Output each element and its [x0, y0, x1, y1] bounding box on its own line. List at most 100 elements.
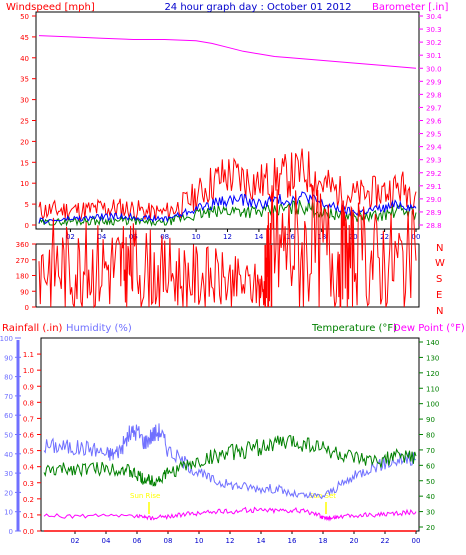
temperature-tick-label: 30: [426, 509, 435, 517]
hour-tick-label: 00: [412, 233, 421, 241]
direction-tick-label: 270: [16, 257, 29, 265]
hour-tick-label: 08: [164, 537, 173, 545]
humidity-tick-label: 100: [0, 335, 13, 343]
hour-tick-label: 18: [317, 233, 326, 241]
hour-tick-label: 16: [288, 537, 297, 545]
chart-marks: 0 5 10 15 20 25 30 35 40 45 50 28.8 28.9 29.0 29.1 29.2…: [0, 13, 442, 545]
hour-tick-label: 04: [102, 537, 111, 545]
temperature-tick-label: 140: [426, 339, 439, 347]
rain-tick-label: 0.2: [23, 496, 34, 504]
barometer-tick-label: 29.0: [426, 196, 442, 204]
barometer-tick-label: 30.3: [426, 26, 442, 34]
compass-letter-w: W: [435, 258, 445, 269]
hour-tick-label: 02: [71, 537, 80, 545]
wind-tick-label: 15: [20, 159, 29, 167]
hour-tick-label: 22: [381, 537, 390, 545]
barometer-tick-label: 29.3: [426, 157, 442, 165]
hour-tick-label: 18: [319, 537, 328, 545]
hour-tick-label: 04: [97, 233, 106, 241]
humidity-tick-label: 0: [9, 528, 13, 536]
barometer-tick-label: 30.1: [426, 52, 442, 60]
wind-tick-label: 35: [20, 76, 29, 84]
barometer-tick-label: 29.4: [426, 144, 442, 152]
rain-tick-label: 0.0: [23, 528, 34, 536]
rain-tick-label: 1.0: [23, 367, 34, 375]
humidity-tick-label: 50: [4, 432, 13, 440]
rain-tick-label: 0.6: [23, 432, 35, 440]
hour-tick-label: 22: [380, 233, 389, 241]
rainfall-axis-title: Rainfall (.in): [2, 323, 63, 334]
dewpoint-axis-title: Dew Point (°F): [393, 323, 465, 334]
barometer-tick-label: 29.7: [426, 104, 442, 112]
compass-letters: N W S E N: [435, 243, 445, 317]
temperature-tick-label: 120: [426, 370, 439, 378]
humidity-tick-label: 70: [4, 393, 13, 401]
temperature-tick-label: 80: [426, 432, 435, 440]
rain-tick-label: 0.9: [23, 383, 34, 391]
humidity-axis-title: Humidity (%): [66, 323, 132, 334]
barometer-tick-label: 29.5: [426, 131, 442, 139]
wind-tick-label: 30: [20, 97, 29, 105]
hour-tick-label: 02: [66, 233, 75, 241]
barometer-tick-label: 28.9: [426, 209, 442, 217]
rain-tick-label: 0.7: [23, 415, 34, 423]
wind-tick-label: 50: [20, 13, 29, 21]
barometer-tick-label: 29.1: [426, 183, 442, 191]
direction-tick-label: 360: [16, 241, 29, 249]
compass-letter-n-bottom: N: [436, 306, 443, 317]
hour-tick-label: 10: [195, 537, 204, 545]
rain-tick-label: 0.5: [23, 448, 34, 456]
rain-tick-label: 0.8: [23, 399, 34, 407]
temperature-tick-label: 110: [426, 385, 439, 393]
wind-barometer-panel: [35, 11, 420, 230]
direction-tick-label: 180: [16, 273, 29, 281]
wind-speed-avg-series: [38, 191, 417, 225]
direction-tick-label: 0: [25, 304, 29, 312]
barometer-tick-label: 28.8: [426, 222, 442, 230]
temperature-tick-label: 40: [426, 493, 435, 501]
temperature-series: [43, 435, 417, 487]
temperature-tick-label: 20: [426, 524, 435, 532]
hour-tick-label: 00: [412, 537, 421, 545]
barometer-tick-label: 30.0: [426, 65, 442, 73]
humidity-tick-label: 60: [4, 412, 13, 420]
wind-tick-label: 45: [20, 34, 29, 42]
rain-tick-label: 0.1: [23, 512, 34, 520]
humidity-tick-label: 40: [4, 451, 13, 459]
hour-tick-label: 14: [254, 233, 263, 241]
rain-tick-label: 0.3: [23, 480, 34, 488]
barometer-tick-label: 30.2: [426, 39, 442, 47]
hour-tick-label: 12: [223, 233, 232, 241]
barometer-tick-label: 29.2: [426, 170, 442, 178]
humidity-series: [43, 423, 417, 500]
rain-tick-label: 0.4: [23, 464, 35, 472]
hour-tick-label: 12: [226, 537, 235, 545]
windspeed-axis-title: Windspeed [mph]: [6, 2, 95, 13]
wind-tick-label: 40: [20, 55, 29, 63]
humidity-tick-label: 30: [4, 470, 13, 478]
barometer-tick-label: 29.8: [426, 91, 442, 99]
temperature-tick-label: 50: [426, 478, 435, 486]
compass-letter-e: E: [436, 290, 442, 301]
barometer-tick-label: 30.4: [426, 13, 442, 21]
humidity-tick-label: 10: [4, 509, 13, 517]
hour-tick-label: 06: [133, 537, 142, 545]
barometer-tick-label: 29.9: [426, 78, 442, 86]
wind-direction-series: [38, 185, 417, 309]
hour-tick-label: 16: [286, 233, 295, 241]
wind-tick-label: 20: [20, 138, 29, 146]
temperature-tick-label: 130: [426, 354, 439, 362]
hour-tick-label: 20: [350, 537, 359, 545]
barometer-tick-label: 29.6: [426, 118, 442, 126]
wind-gust-series: [38, 148, 417, 221]
wind-tick-label: 25: [20, 118, 29, 126]
direction-tick-label: 90: [20, 288, 29, 296]
climate-panel: [40, 337, 420, 532]
compass-letter-s: S: [436, 274, 442, 285]
sun-rise-label: Sun Rise: [130, 492, 160, 500]
dewpoint-series: [43, 506, 417, 522]
hour-tick-label: 14: [257, 537, 266, 545]
wind-tick-label: 10: [20, 180, 29, 188]
wind-tick-label: 5: [25, 201, 29, 209]
